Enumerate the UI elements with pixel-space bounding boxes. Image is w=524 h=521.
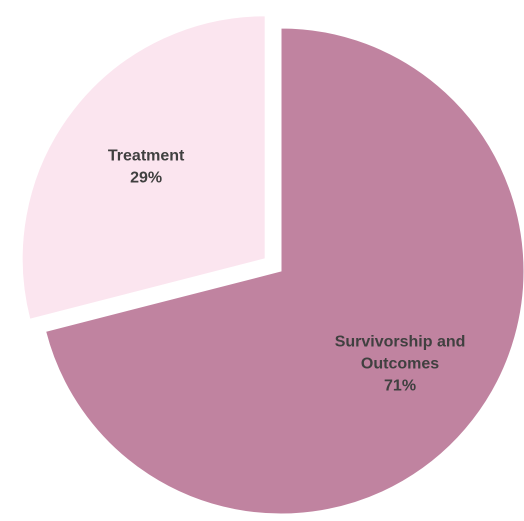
- slice-percent-label: 29%: [130, 169, 162, 186]
- pie-slice-treatment: [21, 15, 266, 320]
- slice-percent-label: 71%: [384, 377, 416, 394]
- slice-label-survivorship-and-outcomes: Survivorship and Outcomes 71%: [335, 333, 466, 394]
- pie-slices: [21, 15, 524, 515]
- slice-name-label: Outcomes: [361, 355, 439, 372]
- pie-slice-survivorship-and-outcomes: [45, 27, 524, 515]
- slice-name-label: Survivorship and: [335, 333, 466, 350]
- slice-name-label: Treatment: [108, 147, 185, 164]
- slice-label-treatment: Treatment 29%: [108, 147, 185, 186]
- pie-labels: Survivorship and Outcomes 71% Treatment 29%: [108, 147, 465, 394]
